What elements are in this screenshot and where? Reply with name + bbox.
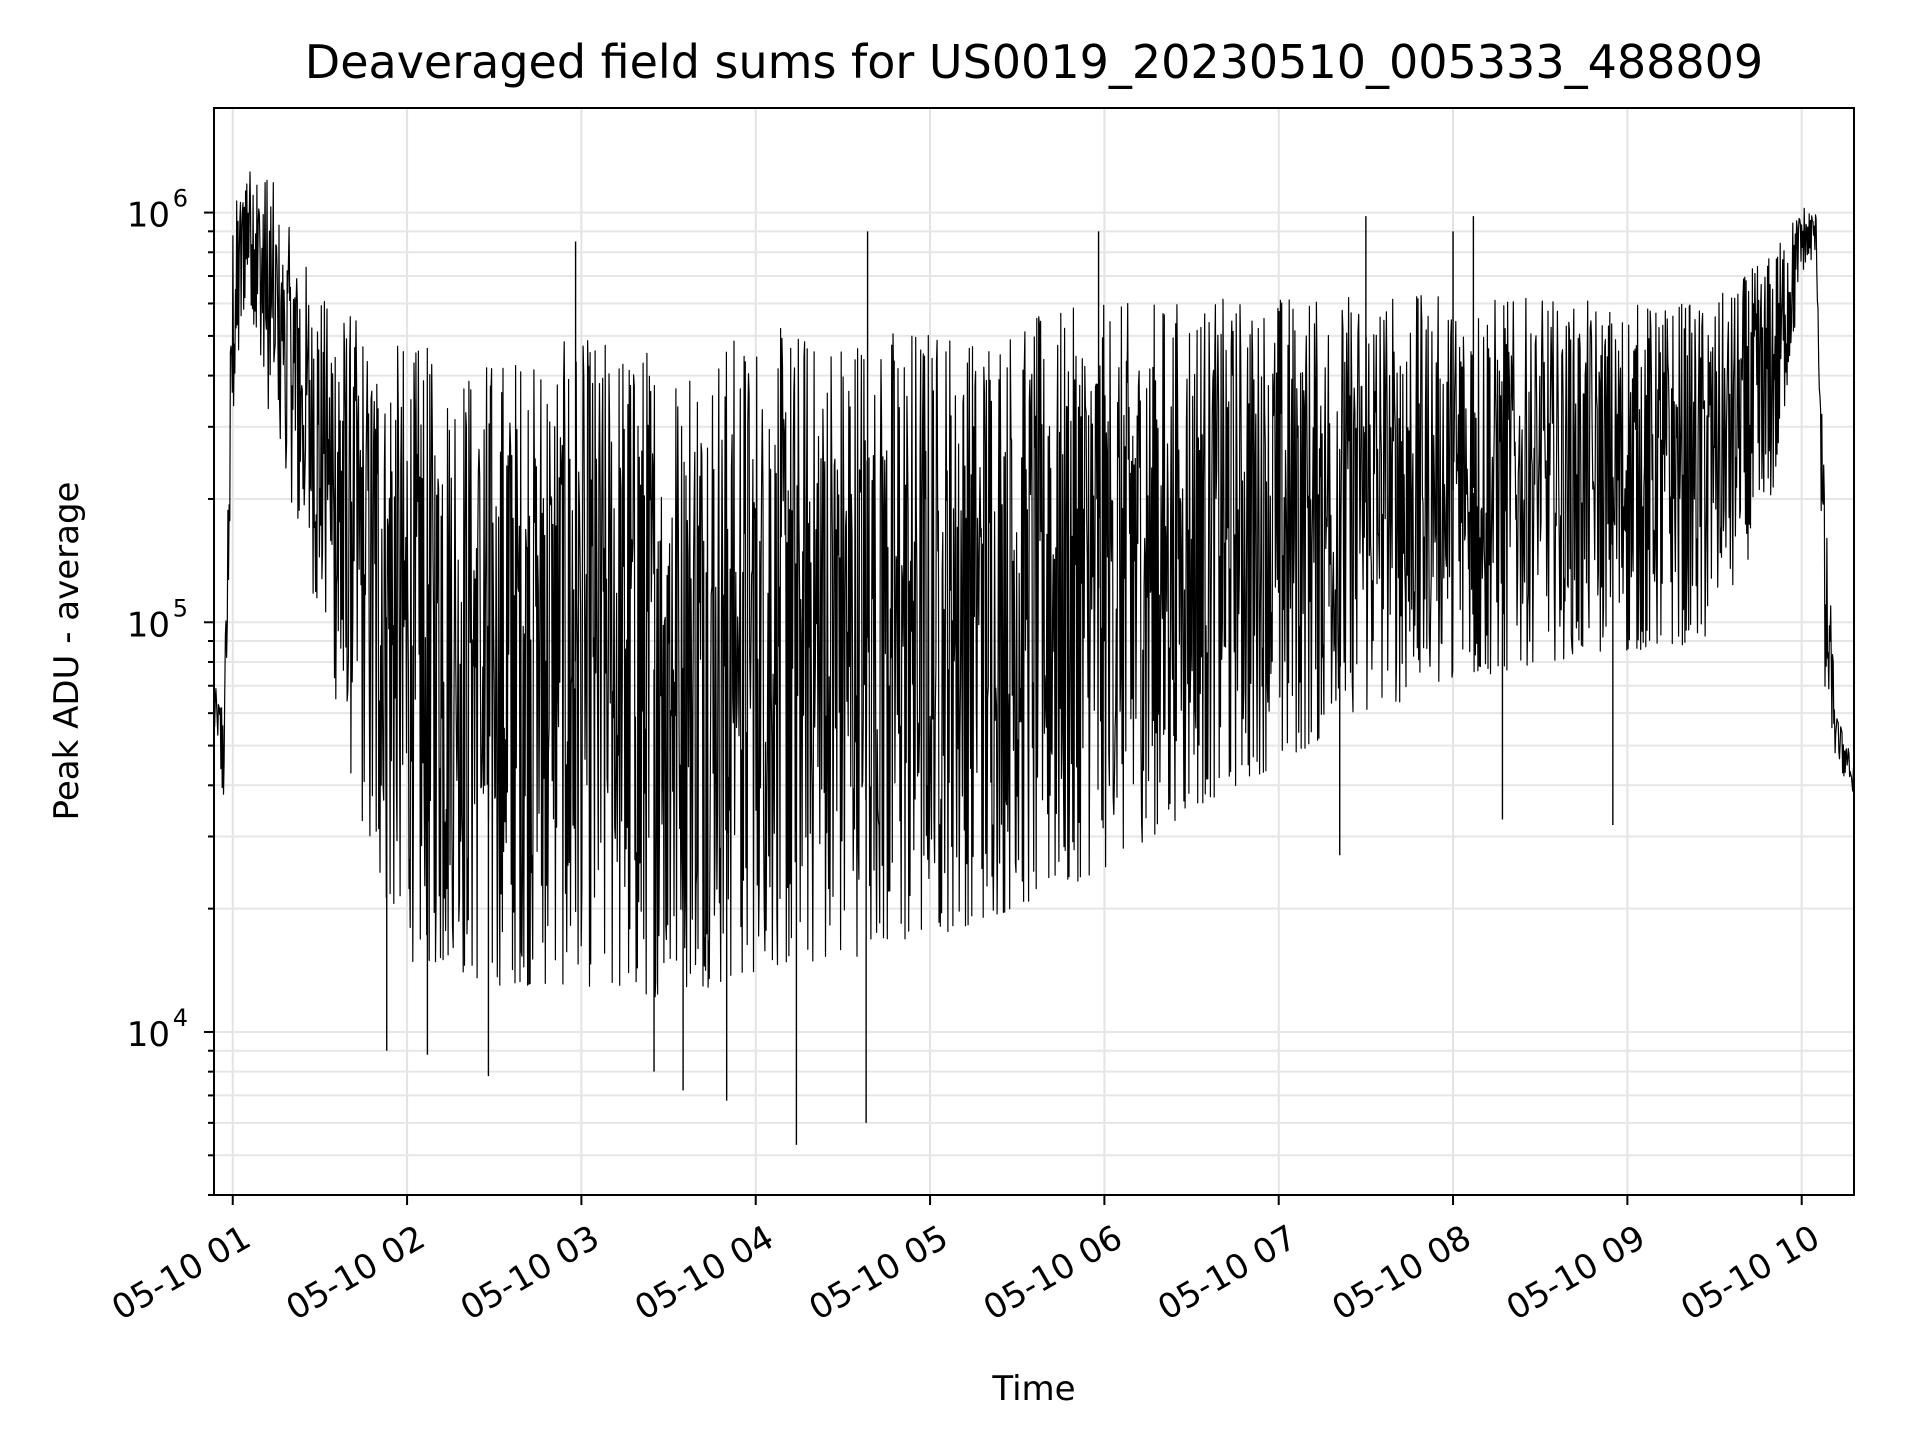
chart-title: Deaveraged field sums for US0019_2023051… [305, 35, 1763, 89]
svg-text:4: 4 [173, 1004, 188, 1032]
svg-text:10: 10 [127, 605, 170, 645]
x-axis-label: Time [991, 1369, 1075, 1409]
y-tick-label: 10 5 [127, 594, 188, 645]
svg-text:10: 10 [127, 196, 170, 236]
series-line [213, 171, 1855, 998]
svg-text:6: 6 [173, 185, 188, 213]
svg-text:5: 5 [173, 594, 188, 622]
plot-frame [213, 107, 1855, 1196]
y-tick-label: 10 4 [127, 1004, 188, 1055]
y-axis-label: Peak ADU - average [47, 482, 87, 821]
y-tick-label: 10 6 [127, 185, 188, 236]
series-layer [213, 171, 1855, 1145]
svg-text:10: 10 [127, 1015, 170, 1055]
